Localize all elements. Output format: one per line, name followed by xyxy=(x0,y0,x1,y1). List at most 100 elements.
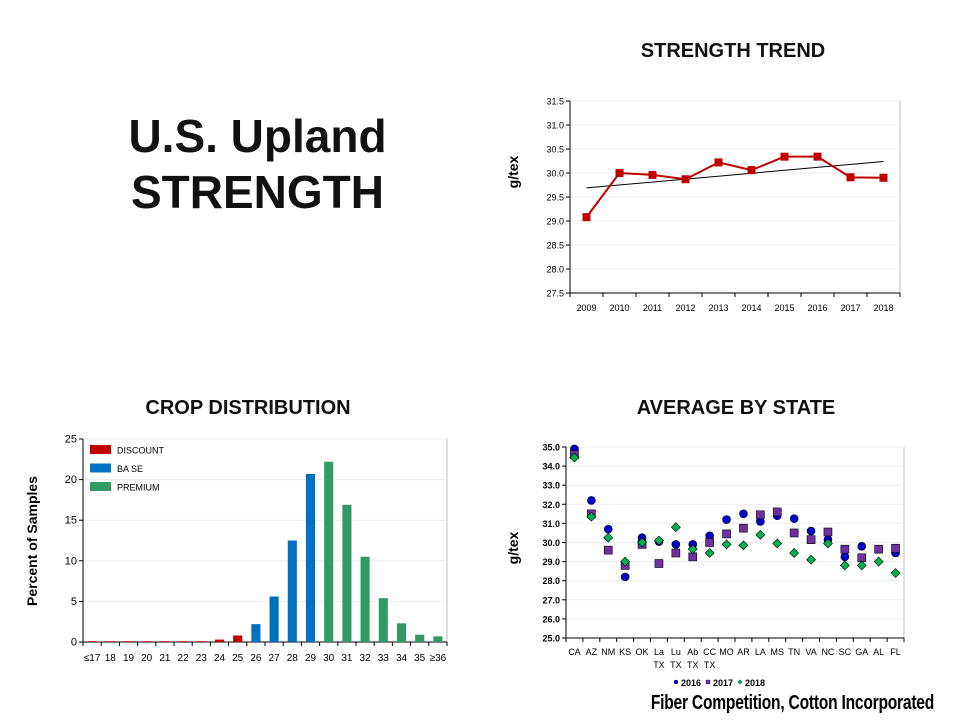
state-point-2017 xyxy=(772,507,782,517)
state-point-2018 xyxy=(721,539,732,550)
distribution-x-tick-label: 22 xyxy=(178,653,190,664)
distribution-y-tick-label: 0 xyxy=(71,637,77,649)
trend-x-tick-label: 2018 xyxy=(873,303,893,313)
state-point-2018 xyxy=(704,548,715,558)
state-point-2018 xyxy=(569,452,580,463)
state-x-tick-label: TX xyxy=(687,660,699,670)
trend-y-tick-label: 31.0 xyxy=(546,121,564,131)
trend-x-tick-label: 2014 xyxy=(741,303,761,313)
distribution-legend-swatch xyxy=(90,482,111,491)
state-point-2016 xyxy=(722,515,731,524)
distribution-x-tick-label: 32 xyxy=(360,653,372,664)
state-y-tick-label: 25.0 xyxy=(542,634,560,644)
distribution-bar xyxy=(87,641,97,642)
distribution-y-tick-label: 5 xyxy=(71,596,77,608)
distribution-bar xyxy=(178,641,188,642)
state-x-tick-label: KS xyxy=(619,647,631,657)
state-y-tick-label: 34.0 xyxy=(542,462,560,472)
state-x-tick-label: FL xyxy=(890,647,901,657)
state-x-tick-label: Ab xyxy=(687,647,698,657)
slide-title-line2: STRENGTH xyxy=(131,166,384,218)
state-x-tick-label: TX xyxy=(653,660,665,670)
distribution-y-tick-label: 15 xyxy=(65,515,77,527)
distribution-x-tick-label: ≥36 xyxy=(430,653,447,664)
state-point-2017 xyxy=(705,538,714,547)
state-legend-label: 2016 xyxy=(681,678,701,688)
state-point-2017 xyxy=(806,535,816,544)
distribution-legend-swatch xyxy=(90,445,111,454)
distribution-bar xyxy=(251,624,261,642)
state-x-tick-label: AL xyxy=(873,647,884,657)
slide-title-line1: U.S. Upland xyxy=(128,110,387,162)
state-point-2017 xyxy=(874,544,883,554)
distribution-legend-label: DISCOUNT xyxy=(117,446,165,456)
state-x-tick-label: CC xyxy=(703,647,716,657)
distribution-bar xyxy=(214,639,225,642)
state-legend-marker xyxy=(705,679,711,685)
trend-data-point xyxy=(582,213,591,222)
state-legend-marker xyxy=(673,679,679,685)
state-point-2018 xyxy=(839,560,850,571)
distribution-bar xyxy=(342,504,352,642)
state-x-tick-label: AR xyxy=(737,647,750,657)
distribution-bar xyxy=(160,641,170,642)
state-point-2016 xyxy=(840,552,850,562)
state-point-2018 xyxy=(687,544,698,555)
trend-data-point xyxy=(747,166,756,175)
state-point-2018 xyxy=(806,554,816,565)
distribution-y-tick-label: 25 xyxy=(65,434,77,446)
distribution-bar xyxy=(142,641,152,642)
state-x-tick-label: OK xyxy=(636,647,649,657)
distribution-x-tick-label: 29 xyxy=(305,653,317,664)
distribution-x-tick-label: 34 xyxy=(396,653,408,664)
state-point-2018 xyxy=(890,568,901,578)
distribution-legend-label: BA SE xyxy=(117,464,143,474)
state-legend-marker xyxy=(737,679,743,685)
distribution-bar xyxy=(396,623,407,642)
trend-data-point xyxy=(714,158,723,167)
state-x-tick-label: NM xyxy=(601,647,615,657)
trend-y-tick-label: 30.5 xyxy=(546,145,564,155)
trend-y-tick-label: 28.0 xyxy=(546,265,564,275)
trend-data-point xyxy=(681,175,690,184)
state-x-tick-label: TX xyxy=(704,660,716,670)
distribution-legend-swatch xyxy=(90,463,111,473)
state-x-tick-label: LA xyxy=(755,647,766,657)
state-x-tick-label: TX xyxy=(670,660,682,670)
state-point-2018 xyxy=(789,548,800,558)
state-y-tick-label: 30.0 xyxy=(542,538,560,548)
distribution-x-tick-label: 21 xyxy=(159,653,171,664)
trend-data-point xyxy=(879,173,888,182)
state-y-axis-label: g/tex xyxy=(505,531,521,564)
distribution-y-axis-label: Percent of Samples xyxy=(24,476,40,606)
state-point-2018 xyxy=(654,535,664,546)
state-point-2018 xyxy=(738,540,749,551)
trend-y-tick-label: 29.0 xyxy=(546,217,564,227)
state-point-2016 xyxy=(603,524,613,534)
state-point-2017 xyxy=(603,545,613,555)
trend-x-tick-label: 2016 xyxy=(807,303,827,313)
state-point-2018 xyxy=(670,522,681,533)
trend-x-tick-label: 2011 xyxy=(643,303,662,313)
state-point-2016 xyxy=(587,496,596,505)
state-point-2016 xyxy=(857,542,867,551)
trend-x-tick-label: 2010 xyxy=(609,303,629,313)
state-y-tick-label: 35.0 xyxy=(542,443,560,453)
state-point-2017 xyxy=(823,527,833,537)
state-x-tick-label: TN xyxy=(788,647,800,657)
state-x-tick-label: AZ xyxy=(586,647,598,657)
state-point-2017 xyxy=(654,559,664,568)
distribution-x-tick-label: 33 xyxy=(378,653,390,664)
state-y-tick-label: 33.0 xyxy=(542,481,560,491)
distribution-x-tick-label: 35 xyxy=(414,653,426,664)
state-point-2016 xyxy=(789,514,799,523)
state-x-tick-label: MS xyxy=(771,647,785,657)
distribution-bar xyxy=(123,641,134,642)
trend-x-tick-label: 2009 xyxy=(576,303,596,313)
state-point-2016 xyxy=(671,540,681,549)
distribution-x-tick-label: 26 xyxy=(250,653,262,664)
state-point-2017 xyxy=(722,529,731,539)
slide-title: U.S. Upland STRENGTH xyxy=(60,108,455,220)
distribution-x-tick-label: 27 xyxy=(269,653,281,664)
footer-credit: Fiber Competition, Cotton Incorporated xyxy=(650,692,934,714)
